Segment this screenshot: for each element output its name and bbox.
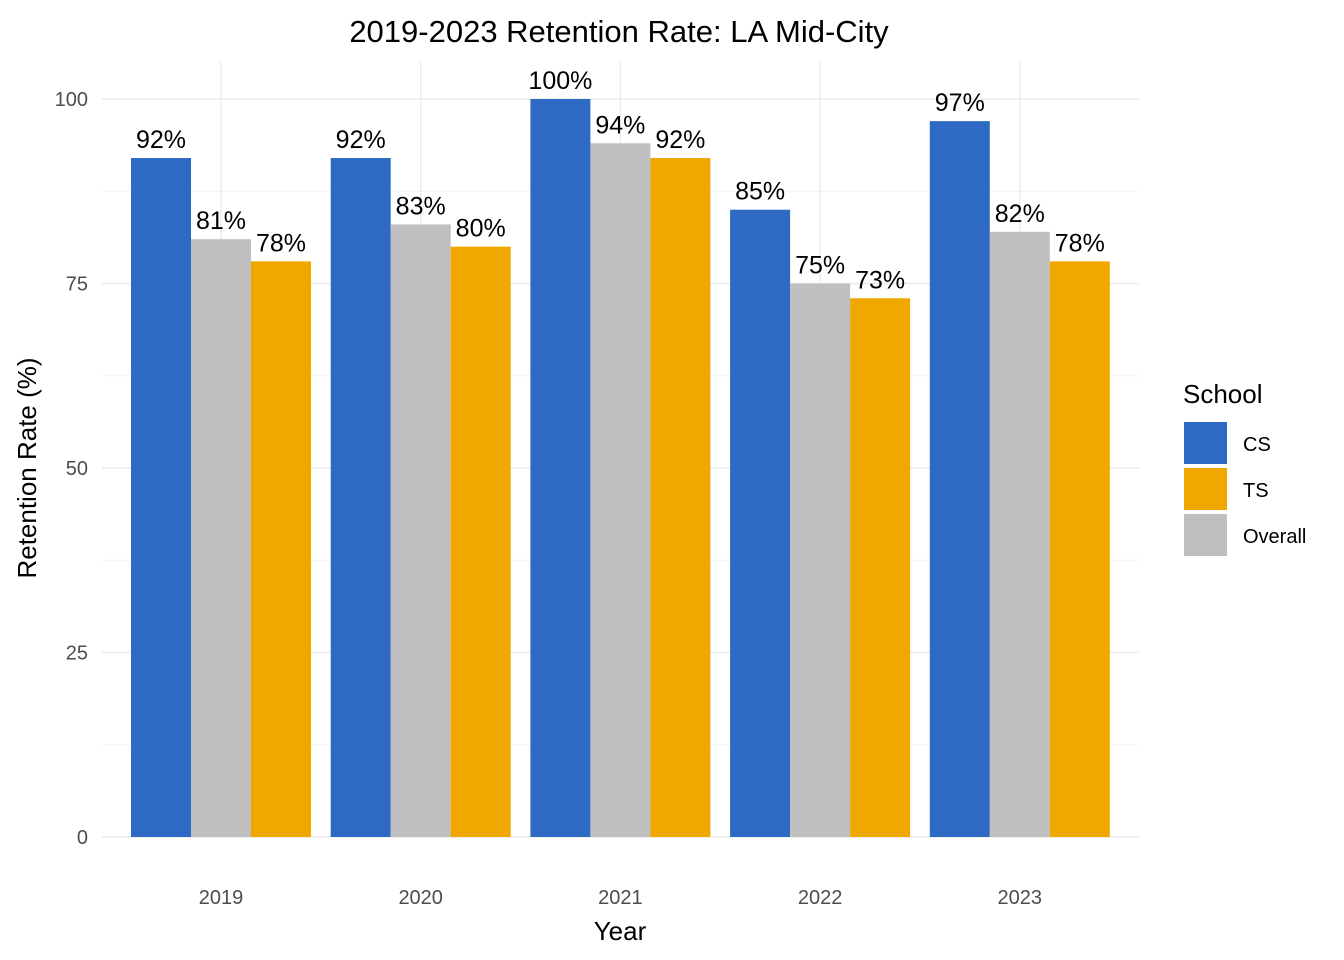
bar-ts-2021 bbox=[650, 158, 710, 837]
data-label-cs-2021: 100% bbox=[528, 67, 592, 95]
data-label-overall-2023: 82% bbox=[995, 200, 1045, 228]
chart-title: 2019-2023 Retention Rate: LA Mid-City bbox=[349, 14, 889, 49]
legend-label-overall: Overall bbox=[1243, 526, 1306, 548]
data-label-cs-2023: 97% bbox=[935, 89, 985, 117]
data-label-overall-2019: 81% bbox=[196, 207, 246, 235]
y-tick-label: 25 bbox=[66, 643, 88, 665]
data-label-ts-2019: 78% bbox=[256, 229, 306, 257]
y-tick-label: 75 bbox=[66, 274, 88, 296]
bar-cs-2020 bbox=[331, 158, 391, 837]
x-tick-label: 2020 bbox=[398, 887, 443, 909]
bar-ts-2020 bbox=[451, 247, 511, 837]
data-label-ts-2021: 92% bbox=[655, 126, 705, 154]
x-axis-title: Year bbox=[594, 916, 647, 946]
data-label-overall-2021: 94% bbox=[595, 111, 645, 139]
bar-overall-2022 bbox=[790, 284, 850, 838]
data-label-cs-2022: 85% bbox=[735, 178, 785, 206]
data-label-ts-2020: 80% bbox=[456, 215, 506, 243]
y-tick-label: 100 bbox=[55, 89, 88, 111]
x-axis-ticks: 2019 2020 2021 2022 2023 bbox=[199, 887, 1042, 909]
legend-label-ts: TS bbox=[1243, 480, 1269, 502]
x-tick-label: 2022 bbox=[798, 887, 843, 909]
bars bbox=[131, 99, 1110, 837]
bar-ts-2019 bbox=[251, 261, 311, 837]
bar-overall-2021 bbox=[590, 143, 650, 837]
bar-cs-2021 bbox=[530, 99, 590, 837]
data-label-cs-2020: 92% bbox=[336, 126, 386, 154]
x-tick-label: 2021 bbox=[598, 887, 643, 909]
y-axis-title: Retention Rate (%) bbox=[12, 357, 42, 578]
legend-swatch-overall bbox=[1184, 514, 1227, 556]
data-label-overall-2020: 83% bbox=[396, 192, 446, 220]
data-label-ts-2022: 73% bbox=[855, 266, 905, 294]
x-tick-label: 2023 bbox=[998, 887, 1043, 909]
bar-ts-2022 bbox=[850, 298, 910, 837]
bar-cs-2022 bbox=[730, 210, 790, 837]
y-tick-label: 0 bbox=[77, 827, 88, 849]
data-label-overall-2022: 75% bbox=[795, 252, 845, 280]
legend-title: School bbox=[1183, 379, 1263, 409]
legend-swatch-ts bbox=[1184, 468, 1227, 510]
bar-ts-2023 bbox=[1050, 261, 1110, 837]
legend: School CS TS Overall bbox=[1183, 379, 1306, 556]
bar-overall-2023 bbox=[990, 232, 1050, 837]
legend-label-cs: CS bbox=[1243, 434, 1271, 456]
y-axis-ticks: 0 25 50 75 100 bbox=[55, 89, 88, 849]
bar-overall-2020 bbox=[391, 224, 451, 837]
bar-cs-2023 bbox=[930, 121, 990, 837]
x-tick-label: 2019 bbox=[199, 887, 244, 909]
y-tick-label: 50 bbox=[66, 458, 88, 480]
bar-overall-2019 bbox=[191, 239, 251, 837]
legend-swatch-cs bbox=[1184, 422, 1227, 464]
data-label-cs-2019: 92% bbox=[136, 126, 186, 154]
bar-cs-2019 bbox=[131, 158, 191, 837]
data-label-ts-2023: 78% bbox=[1055, 229, 1105, 257]
